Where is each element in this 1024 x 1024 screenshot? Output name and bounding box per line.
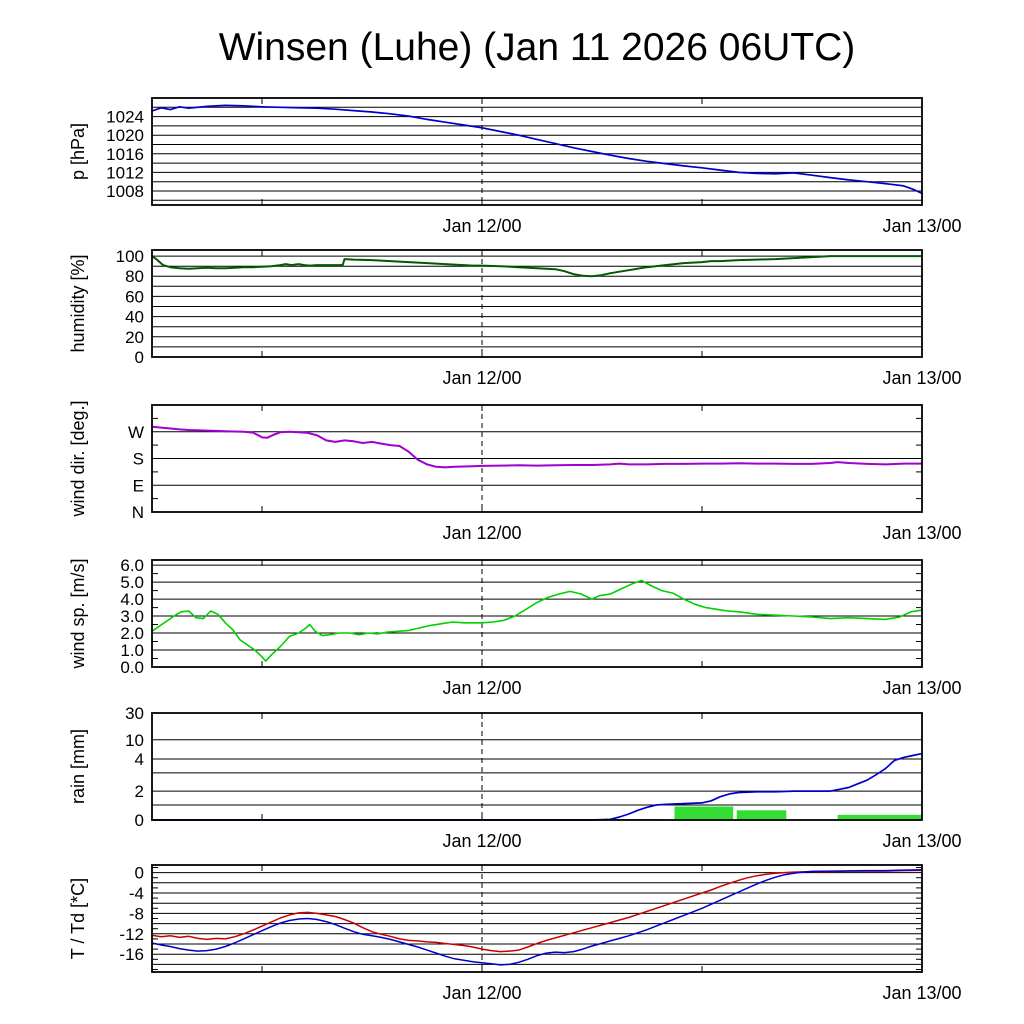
- y-tick-label: 10: [125, 731, 144, 750]
- y-tick-label: S: [133, 449, 144, 468]
- y-tick-label: -12: [119, 925, 144, 944]
- chart-title: Winsen (Luhe) (Jan 11 2026 06UTC): [218, 26, 856, 69]
- y-tick-label: 30: [125, 704, 144, 723]
- x-tick-label: Jan 12/00: [442, 368, 521, 388]
- series-temperature: [151, 869, 923, 953]
- y-tick-label: 80: [125, 267, 144, 286]
- y-tick-label: E: [133, 476, 144, 495]
- bar-hourly-rain: [674, 806, 734, 820]
- x-tick-label: Jan 13/00: [882, 983, 961, 1003]
- y-tick-label: 4: [135, 750, 144, 769]
- y-tick-label: 100: [116, 247, 144, 266]
- y-tick-label: 3.0: [120, 607, 144, 626]
- x-tick-label: Jan 12/00: [442, 678, 521, 698]
- series-accumulated-rain: [151, 752, 923, 821]
- panel-border: [151, 712, 923, 821]
- panel-temperature: 0-4-8 -12-16 T / Td [*C] Jan 12/00 Jan 13/00: [68, 864, 962, 1003]
- y-axis-label: humidity [%]: [68, 254, 88, 352]
- y-tick-label: 0: [135, 348, 144, 367]
- series-dewpoint: [151, 869, 923, 966]
- y-tick-label: 1012: [106, 163, 144, 182]
- y-axis-label: T / Td [*C]: [68, 878, 88, 959]
- panel-border: [151, 249, 923, 358]
- series-humidity: [151, 255, 923, 278]
- panel-border: [151, 559, 923, 668]
- y-tick-label: 1020: [106, 126, 144, 145]
- y-tick-label: 40: [125, 308, 144, 327]
- y-tick-label: 2.0: [120, 624, 144, 643]
- y-axis-label: wind sp. [m/s]: [68, 558, 88, 669]
- y-tick-label: -16: [119, 945, 144, 964]
- panel-border: [151, 404, 923, 513]
- y-tick-label: 0.0: [120, 658, 144, 677]
- x-tick-label: Jan 12/00: [442, 831, 521, 851]
- y-tick-label: N: [132, 503, 144, 522]
- series-pressure: [151, 104, 923, 195]
- x-tick-label: Jan 13/00: [882, 831, 961, 851]
- x-tick-label: Jan 13/00: [882, 678, 961, 698]
- series-wind-speed: [151, 579, 923, 662]
- y-tick-label: 1016: [106, 145, 144, 164]
- panel-wind-speed: 0.01.02.03.04.05.06.0 wind sp. [m/s] Jan 1…: [68, 556, 962, 698]
- y-axis-label: wind dir. [deg.]: [68, 400, 88, 517]
- series-wind-direction: [151, 425, 923, 469]
- y-tick-label: 0: [135, 864, 144, 883]
- y-axis-label: rain [mm]: [68, 729, 88, 804]
- panel-border: [151, 864, 923, 973]
- y-tick-label: 5.0: [120, 573, 144, 592]
- y-tick-label: 0: [135, 811, 144, 830]
- y-tick-label: 6.0: [120, 556, 144, 575]
- y-tick-label: -8: [129, 904, 144, 923]
- y-tick-label: 4.0: [120, 590, 144, 609]
- y-tick-label: 2: [135, 782, 144, 801]
- y-tick-label: 1.0: [120, 641, 144, 660]
- y-tick-label: 60: [125, 287, 144, 306]
- y-axis-label: p [hPa]: [68, 123, 88, 180]
- y-tick-label: 1024: [106, 108, 144, 127]
- panel-border: [151, 97, 923, 206]
- x-tick-label: Jan 13/00: [882, 523, 961, 543]
- bar-hourly-rain: [736, 810, 787, 820]
- bar-hourly-rain: [837, 814, 922, 820]
- y-tick-label: 20: [125, 328, 144, 347]
- x-tick-label: Jan 12/00: [442, 523, 521, 543]
- y-tick-label: 1008: [106, 182, 144, 201]
- y-tick-label: W: [128, 423, 144, 442]
- panel-rain: 0 2 410 30 rain [mm] Jan 12/00 Jan 13/00: [68, 704, 962, 851]
- x-tick-label: Jan 12/00: [442, 983, 521, 1003]
- x-tick-label: Jan 12/00: [442, 216, 521, 236]
- x-tick-label: Jan 13/00: [882, 368, 961, 388]
- x-tick-label: Jan 13/00: [882, 216, 961, 236]
- y-tick-label: -4: [129, 884, 144, 903]
